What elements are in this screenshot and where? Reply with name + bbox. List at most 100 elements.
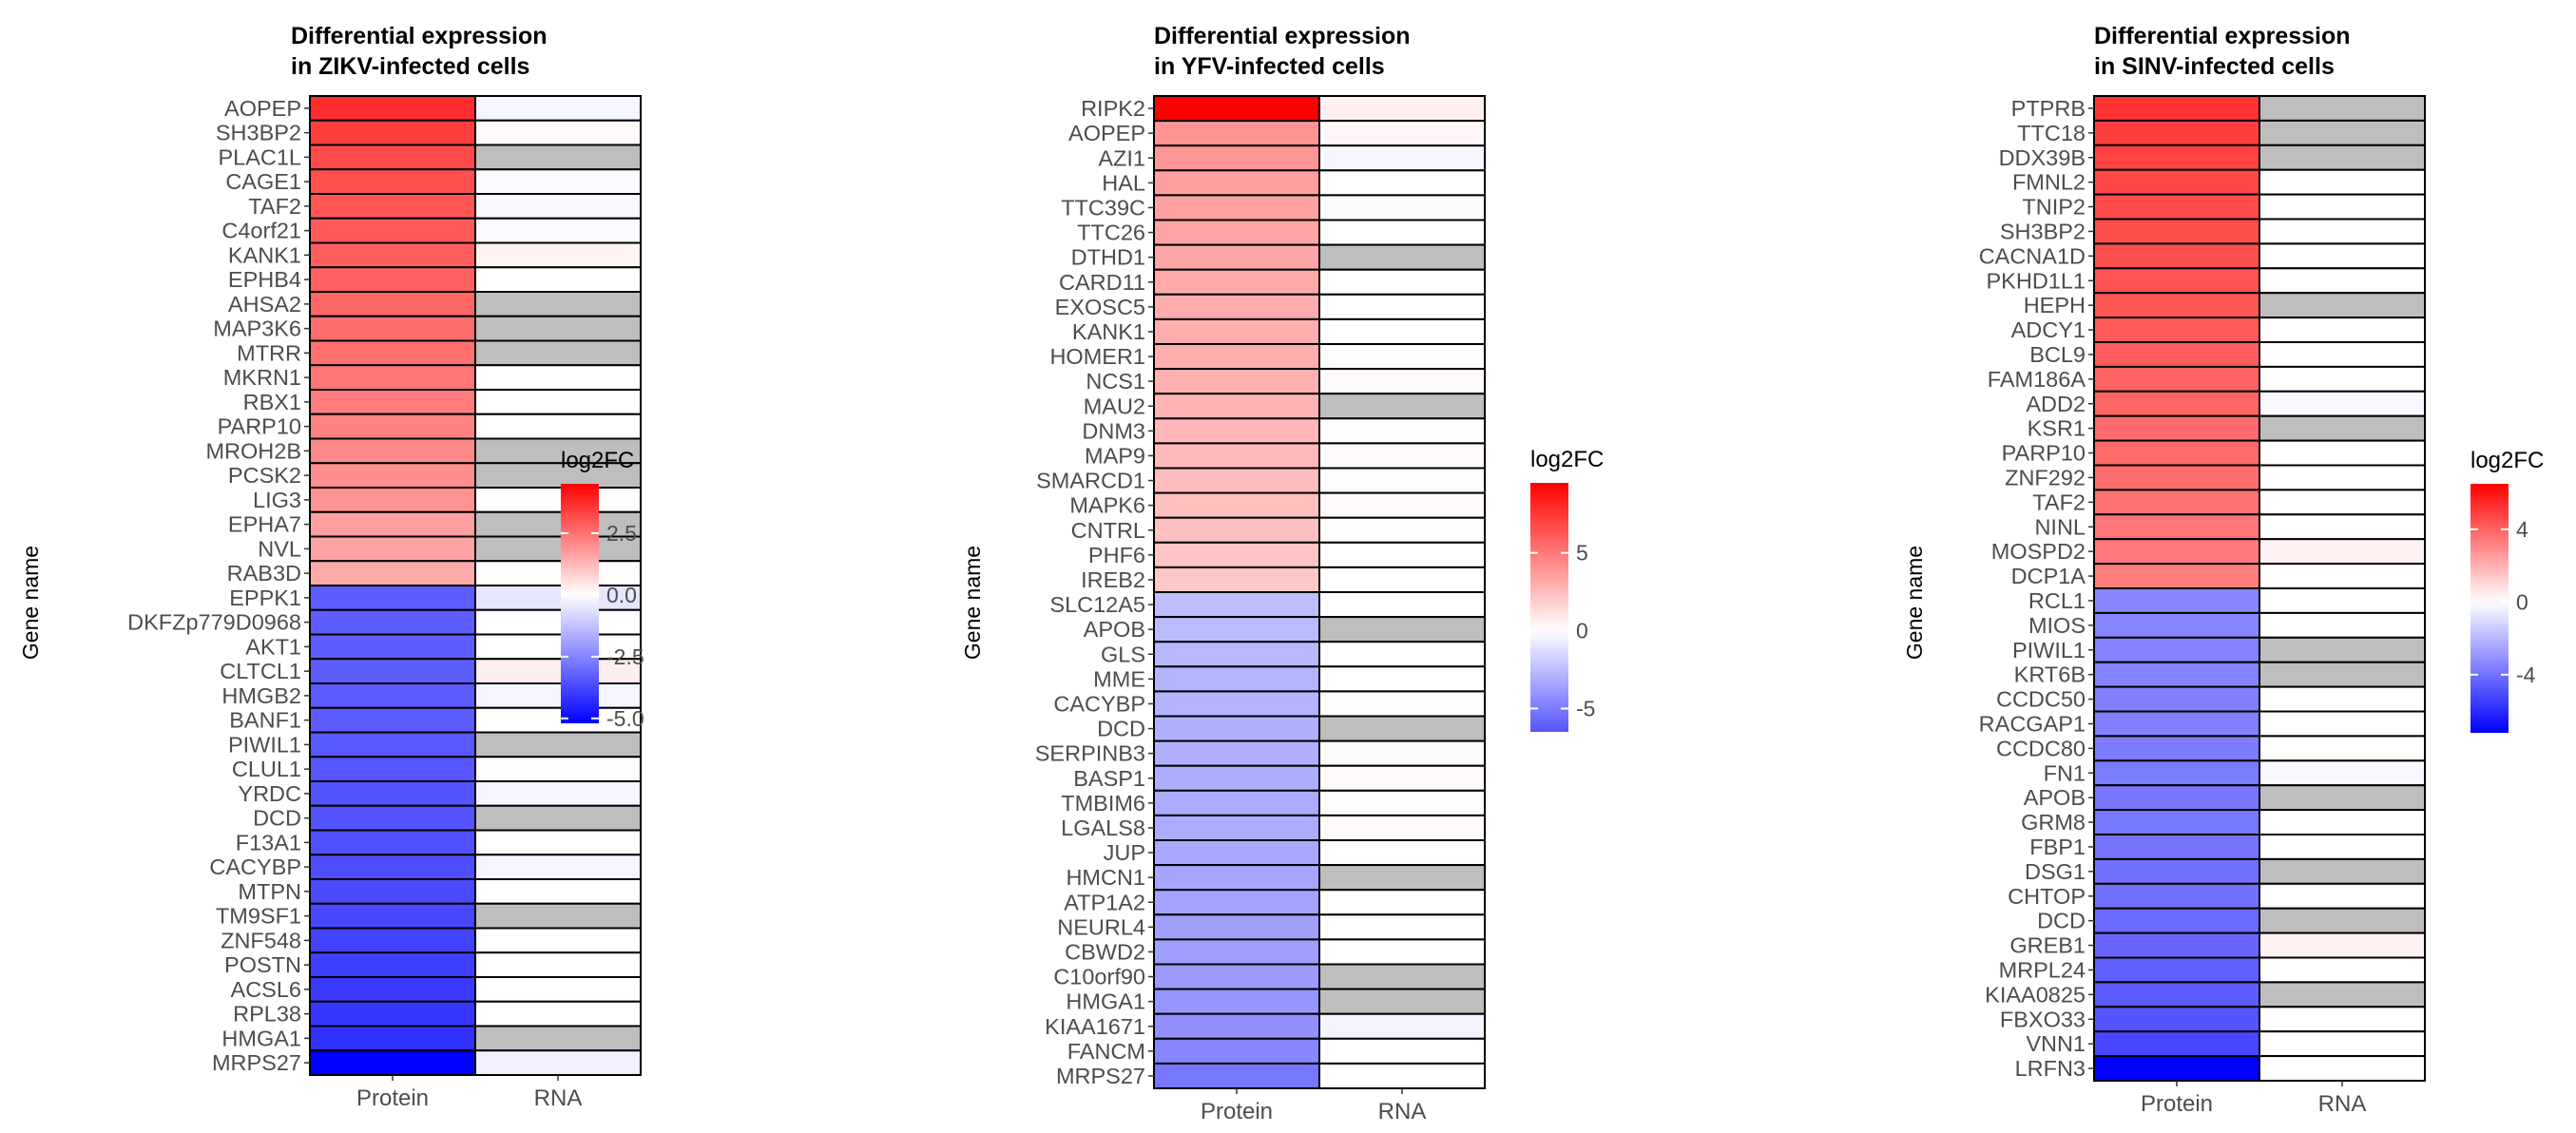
rna-cell-vnn1 [2259,1030,2426,1058]
rna-cell-mrpl24 [2259,956,2426,984]
heatmap-panel-zikv: Differential expression in ZIKV-infected… [18,23,644,1111]
rna-cell-dnm3 [1318,417,1486,445]
rna-cell-cntrl [1318,516,1486,544]
protein-cell-mau2 [1153,393,1320,420]
protein-cell-slc12a5 [1153,591,1320,619]
protein-cell-kiaa0825 [2093,981,2260,1008]
gene-label: FN1 [2044,760,2086,785]
rna-cell-hmga1 [1318,988,1486,1015]
rna-cell-apob [2259,784,2426,812]
gene-label: MROH2B [205,438,301,463]
column-label-protein: Protein [356,1085,429,1111]
gene-label: KIAA0825 [1985,982,2086,1007]
gene-label: ACSL6 [231,977,301,1002]
gene-label: FBP1 [2029,835,2086,859]
protein-cell-smarcd1 [1153,467,1320,494]
gene-label: MAP3K6 [213,317,301,341]
rna-cell-fam186a [2259,365,2426,393]
protein-cell-aopep [1153,120,1320,147]
gene-label: AZI1 [1098,145,1145,170]
protein-cell-fbp1 [2093,834,2260,860]
column-label-protein: Protein [2141,1091,2213,1117]
protein-cell-atp1a2 [1153,889,1320,916]
gene-label: POSTN [224,952,301,977]
protein-cell-basp1 [1153,764,1320,792]
rna-cell-hmga1 [474,1025,642,1052]
gene-label: RPL38 [233,1002,301,1027]
rna-cell-mkrn1 [474,364,642,391]
protein-cell-tm9sf1 [309,902,476,930]
rna-cell-c10orf90 [1318,963,1486,990]
rna-cell-mapk6 [1318,491,1486,519]
gene-label: DSG1 [2025,859,2086,884]
gene-label: CARD11 [1059,270,1145,295]
gene-label: NINL [2034,514,2086,539]
rna-cell-yrdc [474,780,642,807]
gene-label: PHF6 [1088,543,1145,567]
gene-label: ADCY1 [2011,317,2086,342]
rna-cell-aopep [474,95,642,122]
protein-cell-ttc39c [1153,194,1320,221]
colorbar-tick-label: -4 [2516,663,2536,687]
protein-cell-pcsk2 [309,462,476,489]
gene-label: HEPH [2024,293,2086,317]
gene-label: KSR1 [2028,416,2086,441]
protein-cell-hmcn1 [1153,864,1320,892]
rna-cell-kank1 [474,241,642,269]
rna-cell-slc12a5 [1318,591,1486,619]
protein-cell-ddx39b [2093,144,2260,171]
protein-cell-dcp1a [2093,563,2260,589]
gene-label: CCDC80 [1996,736,2086,760]
colorbar-tick-label: 4 [2516,517,2528,542]
rna-cell-map3k6 [474,315,642,342]
gene-label: CLUL1 [232,757,301,781]
rna-cell-cacybp [1318,690,1486,718]
rna-cell-adcy1 [2259,317,2426,344]
protein-cell-azi1 [1153,144,1320,172]
protein-cell-mme [1153,665,1320,693]
gene-label: MOSPD2 [1991,539,2086,564]
protein-cell-cacna1d [2093,242,2260,270]
protein-cell-ncs1 [1153,368,1320,395]
rna-cell-ripk2 [1318,95,1486,123]
protein-cell-tmbim6 [1153,789,1320,816]
gene-label: TTC39C [1061,195,1145,220]
colorbar-legend: log2FC 5 0 -5 [1530,447,1604,732]
protein-cell-mrps27 [309,1049,476,1076]
colorbar [1530,483,1568,732]
rna-cell-cacna1d [2259,242,2426,270]
protein-cell-cltcl1 [309,658,476,684]
rna-cell-rbx1 [474,389,642,415]
gene-label: DNM3 [1082,418,1145,443]
gene-label: SMARCD1 [1036,469,1145,493]
rna-cell-dcd [1318,715,1486,742]
gene-label: HMGA1 [221,1026,301,1050]
y-axis-label: Gene name [18,546,43,660]
protein-cell-map3k6 [309,315,476,342]
protein-cell-mkrn1 [309,364,476,391]
protein-cell-fmnl2 [2093,168,2260,196]
gene-label: PCSK2 [228,463,301,488]
protein-cell-dkfzp779d0968 [309,608,476,636]
protein-cell-fancm [1153,1037,1320,1065]
protein-cell-mospd2 [2093,538,2260,566]
rna-cell-tmbim6 [1318,789,1486,816]
protein-cell-rbx1 [309,389,476,415]
legend-title: log2FC [2470,448,2544,473]
gene-label: CACYBP [1053,691,1145,716]
protein-cell-eppk1 [309,585,476,611]
colorbar-legend: log2FC 4 0 -4 [2470,448,2544,733]
protein-cell-ttc18 [2093,119,2260,146]
gene-label: HAL [1102,170,1145,195]
protein-cell-hmga1 [309,1025,476,1052]
rna-cell-ptprb [2259,95,2426,122]
rna-cell-racgap1 [2259,710,2426,738]
protein-cell-bcl9 [2093,341,2260,368]
protein-cell-c10orf90 [1153,963,1320,990]
protein-cell-dthd1 [1153,243,1320,271]
protein-cell-homer1 [1153,343,1320,371]
column-label-rna: RNA [1378,1099,1427,1124]
protein-cell-vnn1 [2093,1030,2260,1058]
rna-cell-fbp1 [2259,834,2426,860]
rna-cell-znf548 [474,927,642,954]
